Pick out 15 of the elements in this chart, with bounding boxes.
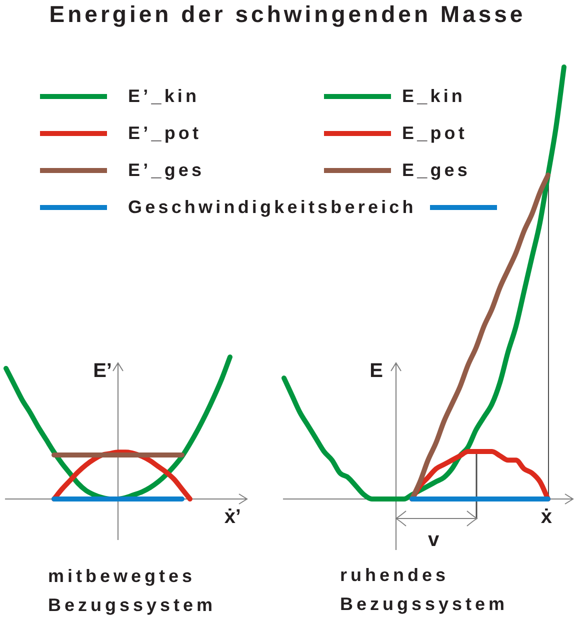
legend-label: E_pot bbox=[402, 123, 468, 144]
legend-label: E’_pot bbox=[128, 123, 202, 144]
x-axis-title: ẋ’ bbox=[223, 506, 241, 529]
text: ruhendes Bezugssystem bbox=[340, 564, 510, 616]
legend-label: E’_kin bbox=[128, 86, 200, 107]
text: v bbox=[428, 528, 440, 553]
y-axis-title: E bbox=[368, 360, 383, 383]
x-axis-title: ẋ bbox=[540, 506, 552, 529]
chart-title: Energien der schwingenden Masse bbox=[48, 1, 527, 28]
legend-label: E’_ges bbox=[128, 160, 205, 181]
legend-label: E_kin bbox=[402, 86, 466, 107]
legend-label: Geschwindigkeitsbereich bbox=[128, 197, 416, 218]
text: mitbewegtes Bezugssystem bbox=[48, 565, 218, 617]
y-axis-title: E’ bbox=[92, 360, 112, 383]
legend-label: E_ges bbox=[402, 160, 471, 181]
